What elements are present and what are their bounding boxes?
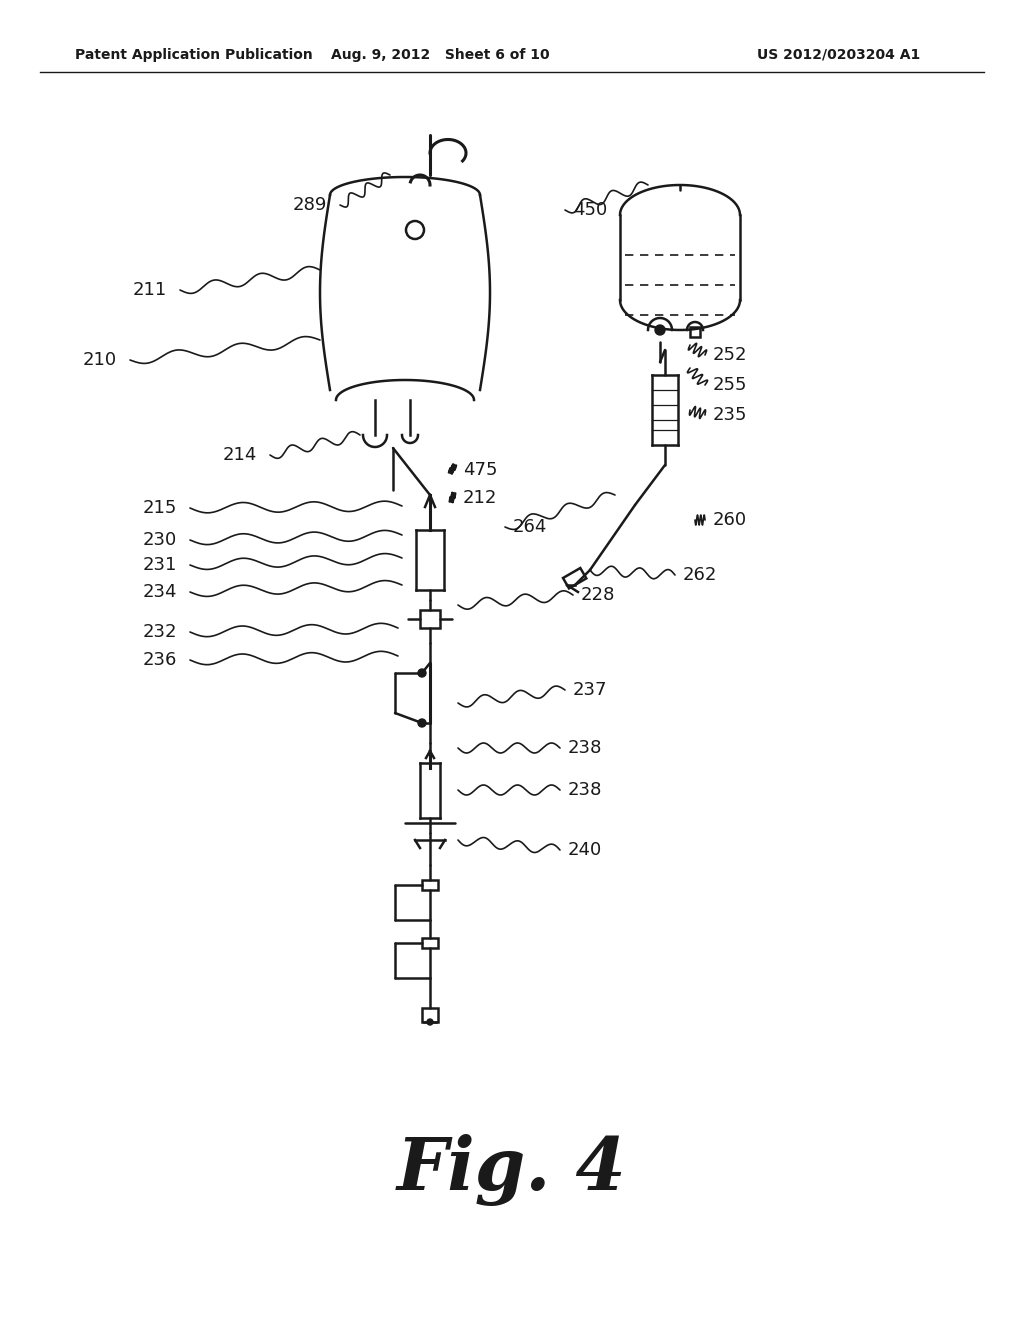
Text: Aug. 9, 2012   Sheet 6 of 10: Aug. 9, 2012 Sheet 6 of 10: [331, 48, 549, 62]
Text: 238: 238: [568, 781, 602, 799]
Text: 255: 255: [713, 376, 748, 393]
Text: 228: 228: [581, 586, 615, 605]
Text: 262: 262: [683, 566, 717, 583]
Bar: [422, 939, 438, 948]
Text: 212: 212: [463, 488, 498, 507]
Bar: [420, 610, 440, 628]
Text: 235: 235: [713, 407, 748, 424]
Text: Fig. 4: Fig. 4: [397, 1134, 627, 1206]
Circle shape: [418, 719, 426, 727]
Text: 475: 475: [463, 461, 498, 479]
Text: 231: 231: [142, 556, 177, 574]
Text: 237: 237: [572, 681, 607, 700]
Text: 210: 210: [83, 351, 117, 370]
Text: 214: 214: [223, 446, 257, 465]
Text: 236: 236: [142, 651, 177, 669]
Text: 234: 234: [142, 583, 177, 601]
Circle shape: [427, 1019, 433, 1026]
Text: 238: 238: [568, 739, 602, 756]
Text: 264: 264: [513, 517, 547, 536]
Bar: [422, 1008, 438, 1022]
Text: 211: 211: [133, 281, 167, 300]
Text: 215: 215: [142, 499, 177, 517]
Text: 232: 232: [142, 623, 177, 642]
Bar: [563, 568, 587, 589]
Text: 260: 260: [713, 511, 748, 529]
Text: 240: 240: [568, 841, 602, 859]
Text: 289: 289: [293, 195, 328, 214]
Text: 252: 252: [713, 346, 748, 364]
Bar: [690, 327, 700, 337]
Text: Patent Application Publication: Patent Application Publication: [75, 48, 312, 62]
Circle shape: [418, 669, 426, 677]
Circle shape: [655, 325, 665, 335]
Text: 230: 230: [143, 531, 177, 549]
Text: US 2012/0203204 A1: US 2012/0203204 A1: [757, 48, 920, 62]
Text: 450: 450: [572, 201, 607, 219]
Bar: [422, 880, 438, 890]
